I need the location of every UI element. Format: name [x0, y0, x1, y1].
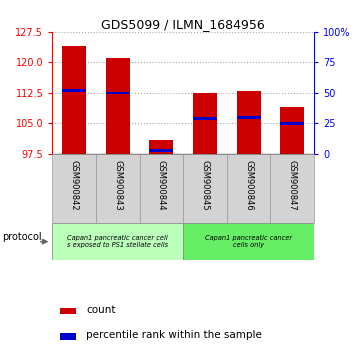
Bar — [280, 107, 304, 154]
Text: GSM900842: GSM900842 — [70, 160, 79, 210]
Text: Capan1 pancreatic cancer cell
s exposed to PS1 stellate cells: Capan1 pancreatic cancer cell s exposed … — [67, 235, 168, 248]
Bar — [227, 154, 270, 223]
Text: protocol: protocol — [3, 232, 42, 242]
Text: percentile rank within the sample: percentile rank within the sample — [86, 330, 262, 340]
Text: count: count — [86, 306, 116, 315]
Text: GSM900843: GSM900843 — [113, 160, 122, 210]
Title: GDS5099 / ILMN_1684956: GDS5099 / ILMN_1684956 — [101, 18, 265, 31]
Bar — [183, 154, 227, 223]
Bar — [140, 154, 183, 223]
Text: Capan1 pancreatic cancer
cells only: Capan1 pancreatic cancer cells only — [205, 235, 292, 248]
Bar — [52, 154, 96, 223]
Bar — [62, 89, 86, 92]
Bar — [62, 46, 86, 154]
Text: GSM900844: GSM900844 — [157, 160, 166, 210]
Bar — [60, 333, 76, 340]
Bar — [106, 58, 130, 154]
Bar — [237, 116, 261, 119]
Bar — [183, 223, 314, 260]
Bar — [193, 93, 217, 154]
Bar — [270, 154, 314, 223]
Bar — [96, 154, 140, 223]
Text: GSM900845: GSM900845 — [200, 160, 209, 210]
Text: GSM900847: GSM900847 — [288, 160, 297, 210]
Bar — [106, 92, 130, 94]
Bar — [60, 308, 76, 314]
Bar — [52, 223, 183, 260]
Bar — [237, 91, 261, 154]
Bar — [280, 122, 304, 125]
Bar — [149, 140, 173, 154]
Text: GSM900846: GSM900846 — [244, 160, 253, 210]
Bar — [149, 149, 173, 152]
Bar — [193, 117, 217, 120]
